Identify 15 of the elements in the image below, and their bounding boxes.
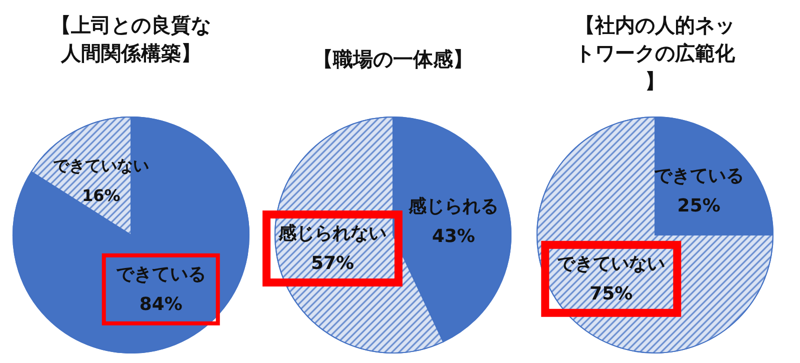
slice-label: できていない — [53, 156, 150, 176]
slice-label: できている — [654, 166, 744, 187]
slice-label: できていない — [557, 253, 666, 274]
slice-label: 感じられない — [277, 223, 386, 244]
chart-title: 【上司との良質な人間関係構築】 — [51, 13, 211, 65]
slice-label: 感じられる — [408, 196, 499, 217]
slice-label: できている — [116, 264, 206, 285]
chart-title: 【職場の一体感】 — [313, 47, 473, 71]
data-label: 75% — [590, 283, 633, 304]
data-label: 43% — [432, 226, 476, 247]
data-label: 57% — [310, 253, 354, 274]
data-label: 16% — [82, 186, 120, 206]
chart-title: 【社内の人的ネットワークの広範化】 — [575, 13, 736, 93]
data-label: 25% — [677, 196, 720, 217]
data-label: 84% — [139, 294, 182, 315]
